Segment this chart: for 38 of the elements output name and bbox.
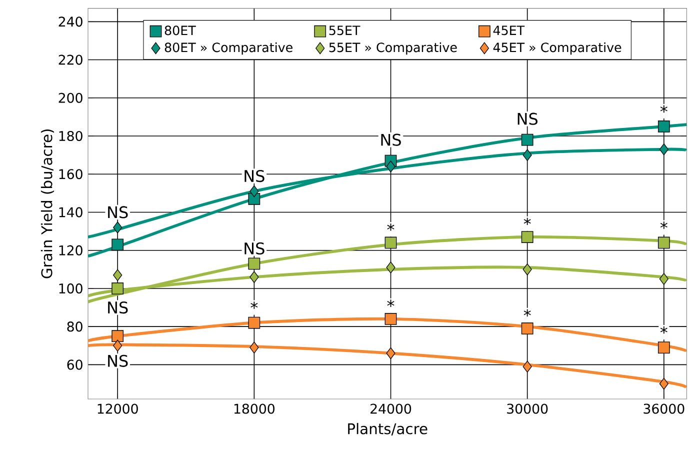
annotation: * [387,300,394,307]
y-tick-label: 200 [58,92,82,103]
x-tick-label: 18000 [234,404,274,414]
x-tick-label: 30000 [507,404,548,414]
legend-label: 80ET [164,26,196,36]
annotation: NS [108,301,128,314]
y-tick-label: 220 [58,54,82,65]
legend-label: 80ET » Comparative [164,42,292,55]
annotation: * [387,223,394,231]
x-tick-label: 12000 [98,404,138,414]
annotation: * [524,309,531,317]
y-tick-label: 80 [67,322,82,332]
legend-label: 45ET [493,26,525,36]
annotation: * [250,302,258,309]
annotation: NS [518,112,538,125]
annotation: NS [244,242,264,254]
legend-label: 55ET » Comparative [329,42,457,55]
y-tick-label: 180 [59,130,82,142]
annotation: * [524,218,531,226]
annotation: NS [108,354,128,367]
x-tick-label: 24000 [370,404,412,414]
legend-label: 45ET » Comparative [493,42,622,55]
y-tick-label: 140 [59,207,82,218]
y-tick-label: 60 [67,360,82,370]
y-tick-label: 240 [58,16,82,27]
annotation: NS [108,206,128,218]
y-tick-label: 100 [59,283,82,294]
x-axis-title: Plants/acre [348,422,428,436]
y-tick-label: 120 [59,245,82,256]
legend-label: 55ET [329,26,360,36]
y-axis-title: Grain Yield (bu/acre) [40,130,54,278]
x-tick-label: 36000 [644,404,684,414]
annotation: * [660,222,668,229]
annotation: * [660,326,668,334]
annotation: NS [381,134,401,146]
y-tick-label: 160 [59,169,82,180]
annotation: * [660,105,668,113]
annotation: NS [244,170,264,182]
